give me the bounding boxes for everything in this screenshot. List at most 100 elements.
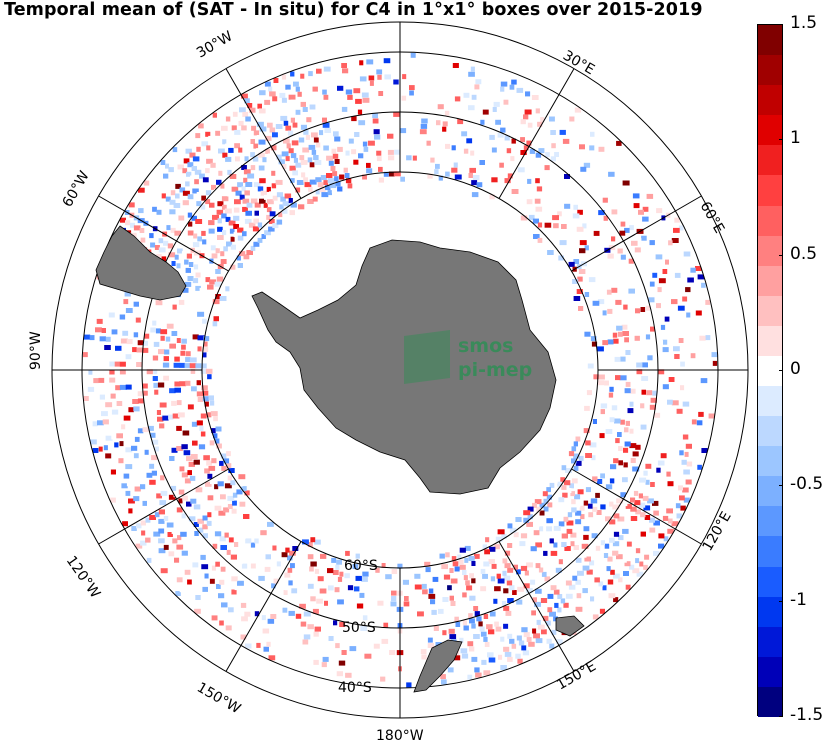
data-cell: [226, 549, 231, 555]
data-cell: [257, 237, 263, 243]
data-cell: [120, 354, 127, 359]
data-cell: [577, 276, 583, 282]
data-cell: [209, 279, 217, 285]
data-cell: [135, 543, 143, 549]
data-cell: [604, 363, 610, 369]
data-cell: [136, 347, 143, 353]
colorbar-segment: [758, 325, 782, 357]
data-cell: [528, 641, 535, 647]
data-cell: [373, 129, 380, 135]
data-cell: [299, 155, 305, 161]
data-cell: [171, 447, 178, 453]
data-cell: [391, 596, 397, 601]
data-cell: [578, 455, 584, 461]
data-cell: [214, 281, 221, 287]
data-cell: [249, 230, 255, 236]
data-cell: [302, 147, 310, 153]
data-cell: [219, 460, 224, 466]
data-cell: [564, 546, 571, 551]
data-cell: [518, 640, 525, 646]
data-cell: [513, 564, 518, 570]
data-cell: [385, 574, 392, 580]
data-cell: [435, 163, 440, 169]
data-cell: [300, 160, 308, 165]
data-cell: [569, 483, 574, 489]
data-cell: [546, 620, 551, 626]
data-cell: [189, 357, 197, 363]
data-cell: [450, 578, 458, 584]
data-cell: [200, 554, 206, 560]
data-cell: [196, 420, 203, 426]
colorbar-tick-mark: [779, 24, 783, 25]
data-cell: [622, 331, 629, 336]
data-cell: [582, 304, 589, 310]
data-cell: [246, 250, 253, 255]
data-cell: [279, 92, 286, 98]
data-cell: [143, 311, 148, 317]
data-cell: [481, 659, 487, 665]
data-cell: [401, 95, 407, 101]
data-cell: [507, 633, 513, 639]
data-cell: [525, 588, 533, 593]
data-cell: [619, 230, 626, 236]
data-cell: [111, 329, 118, 335]
data-cell: [119, 384, 127, 390]
data-cell: [269, 191, 275, 197]
data-cell: [193, 264, 199, 270]
data-cell: [89, 439, 97, 445]
data-cell: [183, 158, 190, 164]
data-cell: [552, 215, 559, 221]
data-cell: [515, 653, 521, 659]
data-cell: [136, 523, 142, 529]
data-cell: [275, 622, 281, 628]
data-cell: [375, 567, 380, 573]
data-cell: [642, 495, 649, 501]
data-cell: [171, 407, 179, 413]
data-cell: [427, 173, 433, 179]
data-cell: [527, 506, 534, 512]
data-cell: [511, 189, 519, 194]
data-cell: [462, 620, 467, 626]
data-cell: [583, 162, 591, 168]
data-cell: [232, 111, 238, 117]
data-cell: [202, 177, 209, 183]
data-cell: [447, 183, 453, 189]
data-cell: [240, 634, 247, 640]
data-cell: [215, 561, 220, 567]
data-cell: [364, 659, 370, 665]
data-cell: [573, 453, 580, 459]
data-cell: [295, 109, 301, 115]
data-cell: [451, 145, 456, 151]
data-cell: [241, 563, 248, 569]
data-cell: [384, 74, 391, 80]
data-cell: [244, 98, 250, 104]
data-cell: [604, 525, 612, 531]
data-cell: [268, 655, 276, 661]
data-cell: [682, 487, 689, 493]
data-cell: [653, 550, 660, 556]
data-cell: [316, 142, 321, 148]
data-cell: [503, 588, 509, 594]
data-cell: [234, 477, 240, 483]
data-cell: [129, 222, 135, 228]
data-cell: [469, 543, 476, 549]
data-cell: [624, 441, 631, 447]
data-cell: [202, 586, 208, 592]
data-cell: [553, 589, 560, 595]
data-cell: [511, 643, 517, 649]
data-cell: [614, 418, 621, 424]
data-cell: [705, 299, 711, 305]
data-cell: [285, 125, 292, 131]
data-cell: [269, 91, 276, 97]
data-cell: [521, 627, 528, 633]
data-cell: [316, 68, 322, 74]
data-cell: [123, 473, 130, 479]
data-cell: [414, 584, 422, 590]
data-cell: [334, 159, 340, 164]
data-cell: [540, 117, 545, 123]
longitude-label: 180°W: [376, 728, 424, 742]
data-cell: [155, 335, 160, 341]
meridian-line: [571, 468, 702, 545]
data-cell: [606, 566, 611, 572]
